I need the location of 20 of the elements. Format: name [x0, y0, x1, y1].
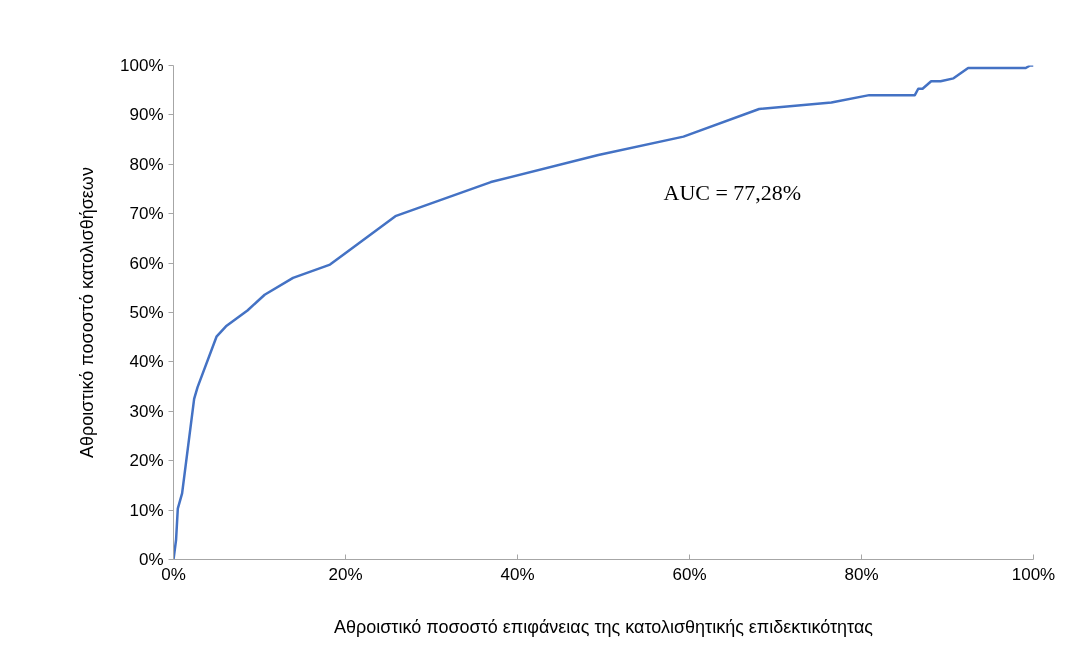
y-tick-label: 30%	[129, 401, 164, 421]
x-tick-label: 80%	[844, 564, 879, 584]
y-axis-title: Αθροιστικό ποσοστό κατολισθήσεων	[77, 167, 98, 458]
y-tick-label: 100%	[120, 56, 164, 75]
x-tick-label: 60%	[672, 564, 707, 584]
y-tick-label: 80%	[129, 154, 164, 174]
x-tick-label: 0%	[161, 564, 186, 584]
y-tick-label: 40%	[129, 352, 164, 372]
y-tick-label: 70%	[129, 204, 164, 224]
y-tick-label: 60%	[129, 253, 164, 273]
x-tick-label: 20%	[328, 564, 363, 584]
y-tick-label: 20%	[129, 451, 164, 471]
y-tick-label: 10%	[129, 500, 164, 520]
annotation: AUC = 77,28%	[663, 179, 802, 205]
y-tick-label: 90%	[129, 105, 164, 125]
x-tick-label: 100%	[1011, 564, 1056, 584]
x-tick-label: 40%	[500, 564, 535, 584]
x-axis-title: Αθροιστικό ποσοστό επιφάνειας της κατολισθητικής επιδεκτικότητας	[333, 616, 874, 637]
y-tick-label: 0%	[138, 550, 164, 569]
y-tick-label: 50%	[129, 303, 164, 322]
